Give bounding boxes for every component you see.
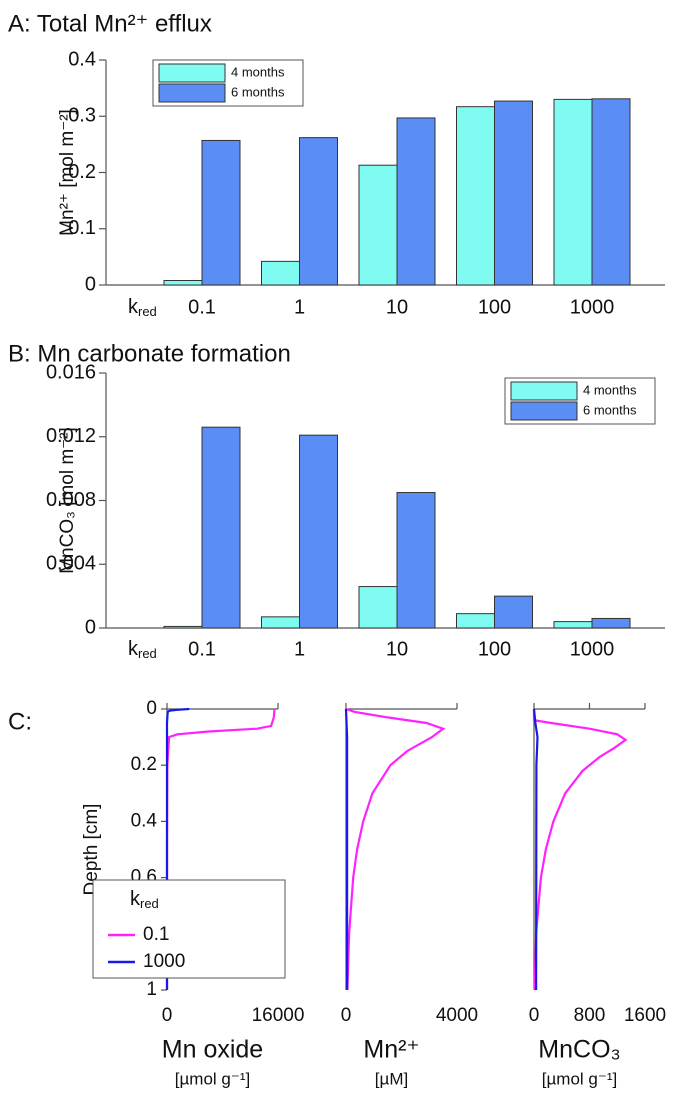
x-axis-label: Mn oxide [162,1036,263,1064]
x-axis-unit: [µmol g⁻¹] [175,1069,250,1088]
x-tick-label: 10 [386,638,408,660]
x-tick-label: 800 [574,1005,606,1026]
x-axis-label-main: k [128,638,139,660]
y-tick-label: 0.1 [68,217,96,239]
bar [396,117,436,286]
x-axis-label: Mn²⁺ [363,1036,419,1064]
line [165,707,190,990]
y-tick-label: 0.2 [131,754,157,775]
x-tick-label: 1000 [570,296,615,318]
y-tick-label: 0.4 [131,810,158,831]
y-tick-label: 0.4 [68,48,96,70]
x-axis-label: MnCO₃ [538,1036,620,1064]
legend-swatch [510,381,578,401]
bar [553,621,593,629]
legend-label: 6 months [583,402,637,417]
x-axis-label: kred [128,638,157,661]
y-tick-label: 1 [146,979,157,1000]
y-axis-label: Mn²⁺ [mol m⁻²] [57,109,78,236]
legend-label: 1000 [143,951,185,972]
bar [201,426,241,629]
legend-title: kred [130,888,159,911]
chart-title: C: [8,708,32,735]
legend-swatch [158,63,226,83]
x-axis-label-sub: red [138,304,157,319]
x-tick-label: 0 [341,1005,352,1026]
x-tick-label: 1000 [570,638,615,660]
x-tick-label: 0 [529,1005,540,1026]
bar [494,595,533,629]
bar [299,137,338,286]
bar [456,613,495,629]
y-tick-label: 0.008 [46,489,96,511]
legend-title-sub: red [140,896,159,911]
line [344,708,349,990]
bar [201,139,241,286]
x-tick-label: 0.1 [188,638,216,660]
legend-swatch [158,83,226,103]
bar [163,625,203,629]
bar [163,280,203,286]
bar [553,98,593,286]
legend-label: 6 months [231,84,285,99]
line [532,709,628,991]
legend-title-main: k [130,888,141,910]
legend-label: 0.1 [143,924,169,945]
legend-label: 4 months [231,64,285,79]
bar [261,260,300,286]
x-axis-unit: [µM] [375,1069,408,1088]
y-axis-label: MnCO₃ [mol m⁻²] [57,427,78,574]
bar [494,100,533,286]
y-tick-label: 0.2 [68,161,96,183]
y-tick-label: 0 [85,273,96,295]
line [532,708,539,991]
x-tick-label: 100 [478,296,511,318]
x-axis-unit: [µmol g⁻¹] [542,1069,617,1088]
x-tick-label: 0.1 [188,296,216,318]
bar [396,492,436,629]
bar [358,586,398,629]
y-tick-label: 0 [85,616,96,638]
line [345,707,446,991]
y-tick-label: 0.004 [46,553,96,575]
chart-title: A: Total Mn²⁺ efflux [8,10,212,37]
y-tick-label: 0.012 [46,425,96,447]
bar [261,616,300,629]
legend-swatch [510,401,578,421]
x-tick-label: 1 [294,638,305,660]
bar [591,98,631,286]
bar [358,164,398,286]
chart-title: B: Mn carbonate formation [8,340,291,367]
x-tick-label: 1600 [624,1005,666,1026]
legend-box [92,879,286,979]
y-tick-label: 0.3 [68,105,96,127]
x-tick-label: 1 [294,296,305,318]
x-tick-label: 16000 [252,1005,305,1026]
y-tick-label: 0.016 [46,361,96,383]
legend-label: 4 months [583,382,637,397]
x-axis-label-main: k [128,296,139,318]
y-tick-label: 0 [146,698,157,719]
bar [456,106,495,286]
x-tick-label: 0 [162,1005,173,1026]
bar [299,434,338,629]
bar [591,617,631,629]
x-axis-label-sub: red [138,646,157,661]
x-axis-label: kred [128,296,157,319]
x-tick-label: 100 [478,638,511,660]
x-tick-label: 10 [386,296,408,318]
x-tick-label: 4000 [436,1005,478,1026]
y-axis-label: Depth [cm] [81,804,102,896]
